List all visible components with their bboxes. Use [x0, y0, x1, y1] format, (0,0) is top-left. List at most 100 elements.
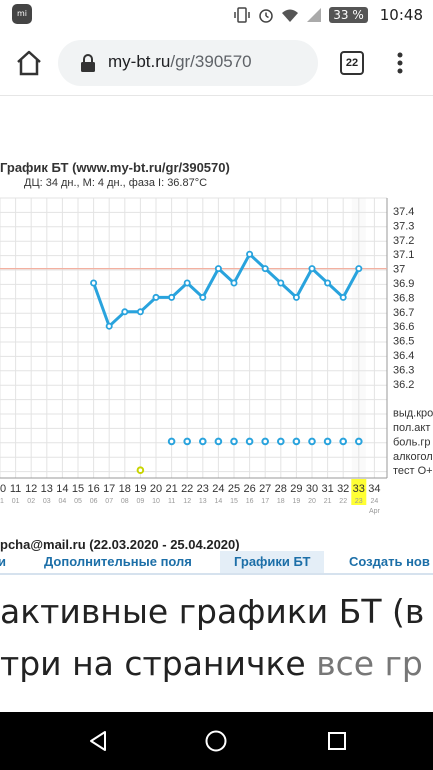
cycle-day-label: 22 [181, 483, 193, 495]
back-icon[interactable] [86, 729, 110, 753]
cycle-day-label: 15 [72, 483, 84, 495]
recents-icon[interactable] [325, 729, 349, 753]
tab-create-new[interactable]: Создать нов [349, 554, 430, 569]
headline-line-1: активные графики БТ (в [0, 592, 425, 631]
wifi-icon [282, 9, 299, 22]
tab-switcher-button[interactable]: 22 [340, 51, 364, 75]
y-tick-label: 36.6 [393, 321, 414, 333]
date-label: 11 [168, 498, 175, 505]
date-label: 19 [293, 498, 301, 505]
symptom-marker [199, 437, 207, 446]
tab-additional-fields[interactable]: Дополнительные поля [44, 554, 192, 569]
cycle-day-label: 25 [228, 483, 240, 495]
tab-bbt-charts[interactable]: Графики БТ [220, 551, 325, 573]
marker-row-label: боль.гр [393, 436, 431, 448]
cycle-day-label: 31 [321, 483, 333, 495]
symptom-marker [261, 437, 270, 446]
symptom-marker [308, 437, 316, 446]
marker-row-label: пол.акт [393, 422, 430, 434]
symptom-marker [277, 437, 285, 446]
symptom-marker [230, 437, 238, 446]
date-label: 02 [27, 498, 35, 505]
headline-line-2: три на страничке все гр [0, 644, 423, 683]
month-label: Apr [369, 508, 381, 515]
cycle-day-label: 12 [25, 483, 37, 495]
y-tick-label: 36.2 [393, 379, 414, 391]
symptom-marker [214, 437, 223, 446]
headline-line-2-link[interactable]: все гр [316, 644, 423, 683]
temperature-point [168, 293, 176, 301]
date-label: 04 [59, 498, 67, 505]
battery-indicator: 33 % [329, 7, 368, 23]
temperature-line [92, 252, 361, 328]
date-label: 01 [12, 498, 20, 505]
signal-icon [307, 8, 322, 22]
date-label: 07 [105, 498, 113, 505]
home-icon[interactable] [14, 48, 44, 78]
y-tick-label: 36.3 [393, 364, 414, 376]
alarm-icon [259, 9, 274, 23]
home-nav-icon[interactable] [204, 729, 228, 753]
y-tick-label: 37.3 [393, 220, 414, 232]
cycle-day-label: 18 [119, 483, 131, 495]
temperature-point [90, 279, 98, 287]
section-tabs: и Дополнительные поля Графики БТ Создать… [0, 551, 433, 573]
temperature-point [261, 265, 269, 273]
cycle-day-label: 11 [10, 483, 21, 495]
app-notification-icon: mi [12, 4, 32, 24]
cycle-day-label: 10 [0, 483, 6, 495]
symptom-marker [323, 437, 332, 446]
temperature-point [339, 293, 347, 301]
date-label: 05 [74, 498, 82, 505]
date-label: 09 [137, 498, 145, 505]
cycle-day-label: 26 [243, 483, 255, 495]
cycle-day-label: 20 [150, 483, 162, 495]
ovulation-test-marker [136, 466, 145, 475]
cycle-day-label: 19 [134, 483, 146, 495]
url-text: my-bt.ru/gr/390570 [108, 52, 252, 72]
cycle-day-label: 28 [275, 483, 287, 495]
chart-subtitle: ДЦ: 34 дн., М: 4 дн., фаза I: 36.87°C [24, 177, 208, 189]
symptom-marker [339, 437, 348, 446]
vibrate-icon [234, 7, 251, 23]
temperature-point [152, 293, 160, 301]
marker-row-label: тест О+ [393, 465, 433, 477]
cycle-day-label: 16 [87, 483, 99, 495]
tab-partial[interactable]: и [0, 554, 6, 569]
date-label: 23 [355, 498, 363, 505]
date-label: 08 [121, 498, 129, 505]
tabs-divider [0, 573, 433, 575]
date-label: 14 [215, 498, 223, 505]
marker-row-label: выд.крови [393, 408, 433, 420]
bbt-chart: 37.4 37.3 37.2 37.1 37 36.9 36.8 36.7 36.6 36.5 36… [0, 197, 433, 515]
temperature-point [308, 265, 316, 273]
headline-line-2-dark: три на страничке [0, 644, 317, 683]
cycle-day-label: 34 [368, 483, 380, 495]
y-tick-label: 37 [393, 264, 405, 276]
date-label: 21 [324, 498, 332, 505]
date-label: 12 [183, 498, 191, 505]
temperature-point [183, 279, 191, 287]
symptom-marker [292, 437, 301, 446]
y-tick-label: 37.2 [393, 235, 414, 247]
y-tick-label: 37.4 [393, 206, 414, 218]
chart-title: График БТ (www.my-bt.ru/gr/390570) [0, 160, 230, 175]
y-tick-label: 36.7 [393, 307, 414, 319]
highlight-day-marker [351, 479, 367, 505]
cycle-day-label: 14 [56, 483, 68, 495]
cycle-day-label: 17 [103, 483, 115, 495]
date-label: 22 [339, 498, 347, 505]
cycle-day-label: 32 [337, 483, 349, 495]
profile-line: pcha@mail.ru (22.03.2020 - 25.04.2020) [0, 537, 240, 552]
temperature-point [246, 250, 254, 258]
temperature-point [324, 279, 332, 287]
overflow-menu-icon[interactable] [390, 48, 410, 78]
date-label: 24 [371, 498, 379, 505]
cycle-day-label: 13 [41, 483, 53, 495]
date-label: 17 [261, 498, 269, 505]
date-label: 01 [0, 498, 4, 505]
address-bar[interactable]: my-bt.ru/gr/390570 [58, 40, 318, 86]
y-tick-label: 36.8 [393, 292, 414, 304]
temperature-point [105, 322, 113, 330]
cycle-day-label: 27 [259, 483, 271, 495]
